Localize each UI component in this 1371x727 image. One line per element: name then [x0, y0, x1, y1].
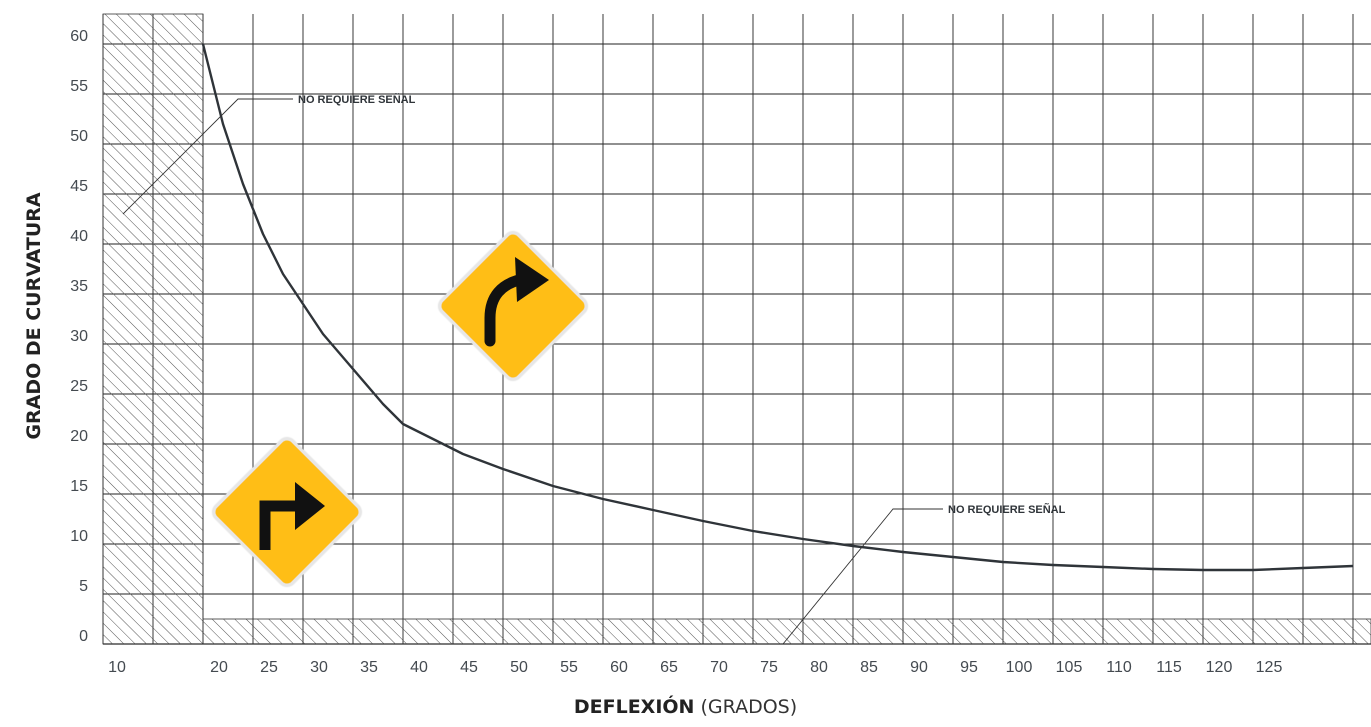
x-tick-label: 40	[410, 659, 428, 676]
y-tick-label: 50	[70, 128, 88, 145]
annotation-leader	[122, 98, 293, 215]
x-tick-label: 70	[710, 659, 728, 676]
y-axis-label: GRADO DE CURVATURA	[23, 192, 45, 439]
x-tick-label: 100	[1006, 659, 1033, 676]
x-tick-label: 55	[560, 659, 578, 676]
y-tick-label: 5	[79, 578, 88, 595]
curve-series	[201, 43, 1354, 572]
x-tick-label: 120	[1206, 659, 1233, 676]
x-tick-label: 60	[610, 659, 628, 676]
x-ticks: 10 20 25 30 35 40 45 50 55 60 65 70 75 80 85 90 95 100 105…	[108, 659, 1282, 676]
curve-arrow-right-icon	[484, 257, 549, 347]
annotation-label: NO REQUIERE SEÑAL	[298, 93, 416, 106]
grid	[102, 14, 1371, 645]
curve-right-sign	[438, 231, 588, 381]
y-tick-label: 55	[70, 78, 88, 95]
y-ticks: 0 5 10 15 20 25 30 35 40 45 50 55 60	[70, 28, 88, 645]
x-tick-label: 90	[910, 659, 928, 676]
series-line-0	[201, 43, 1354, 572]
x-axis-label-bold: DEFLEXIÓN	[573, 696, 695, 718]
turn-right-sign	[212, 437, 362, 587]
x-tick-label: 65	[660, 659, 678, 676]
y-tick-label: 30	[70, 328, 88, 345]
restricted-zones	[102, 13, 1371, 645]
x-axis-label-light: (GRADOS)	[700, 696, 798, 718]
x-tick-label: 45	[460, 659, 478, 676]
y-tick-label: 35	[70, 278, 88, 295]
x-tick-label: 35	[360, 659, 378, 676]
annotation-label: NO REQUIERE SEÑAL	[948, 503, 1066, 516]
y-tick-label: 60	[70, 28, 88, 45]
x-tick-label: 105	[1056, 659, 1083, 676]
y-tick-label: 15	[70, 478, 88, 495]
y-tick-label: 45	[70, 178, 88, 195]
x-tick-label: 110	[1106, 659, 1132, 676]
hatch-zone-left	[102, 13, 204, 645]
turn-arrow-right-icon	[259, 482, 325, 550]
x-tick-label: 50	[510, 659, 528, 676]
annotation-leader	[782, 508, 943, 645]
x-tick-label: 125	[1256, 659, 1283, 676]
x-tick-label: 85	[860, 659, 878, 676]
x-tick-label: 75	[760, 659, 778, 676]
y-tick-label: 20	[70, 428, 88, 445]
x-axis-label: DEFLEXIÓN (GRADOS)	[0, 696, 1371, 718]
x-tick-label: 30	[310, 659, 328, 676]
x-tick-label: 80	[810, 659, 828, 676]
x-tick-label: 25	[260, 659, 278, 676]
x-tick-label: 95	[960, 659, 978, 676]
hatch-zone-bottom	[202, 618, 1371, 645]
annotations: NO REQUIERE SEÑAL NO REQUIERE SEÑAL	[122, 93, 1066, 645]
x-tick-label: 115	[1156, 659, 1182, 676]
x-tick-label: 20	[210, 659, 228, 676]
y-tick-label: 0	[79, 628, 88, 645]
x-tick-label: 10	[108, 659, 126, 676]
y-tick-label: 10	[70, 528, 88, 545]
y-tick-label: 25	[70, 378, 88, 395]
y-tick-label: 40	[70, 228, 88, 245]
